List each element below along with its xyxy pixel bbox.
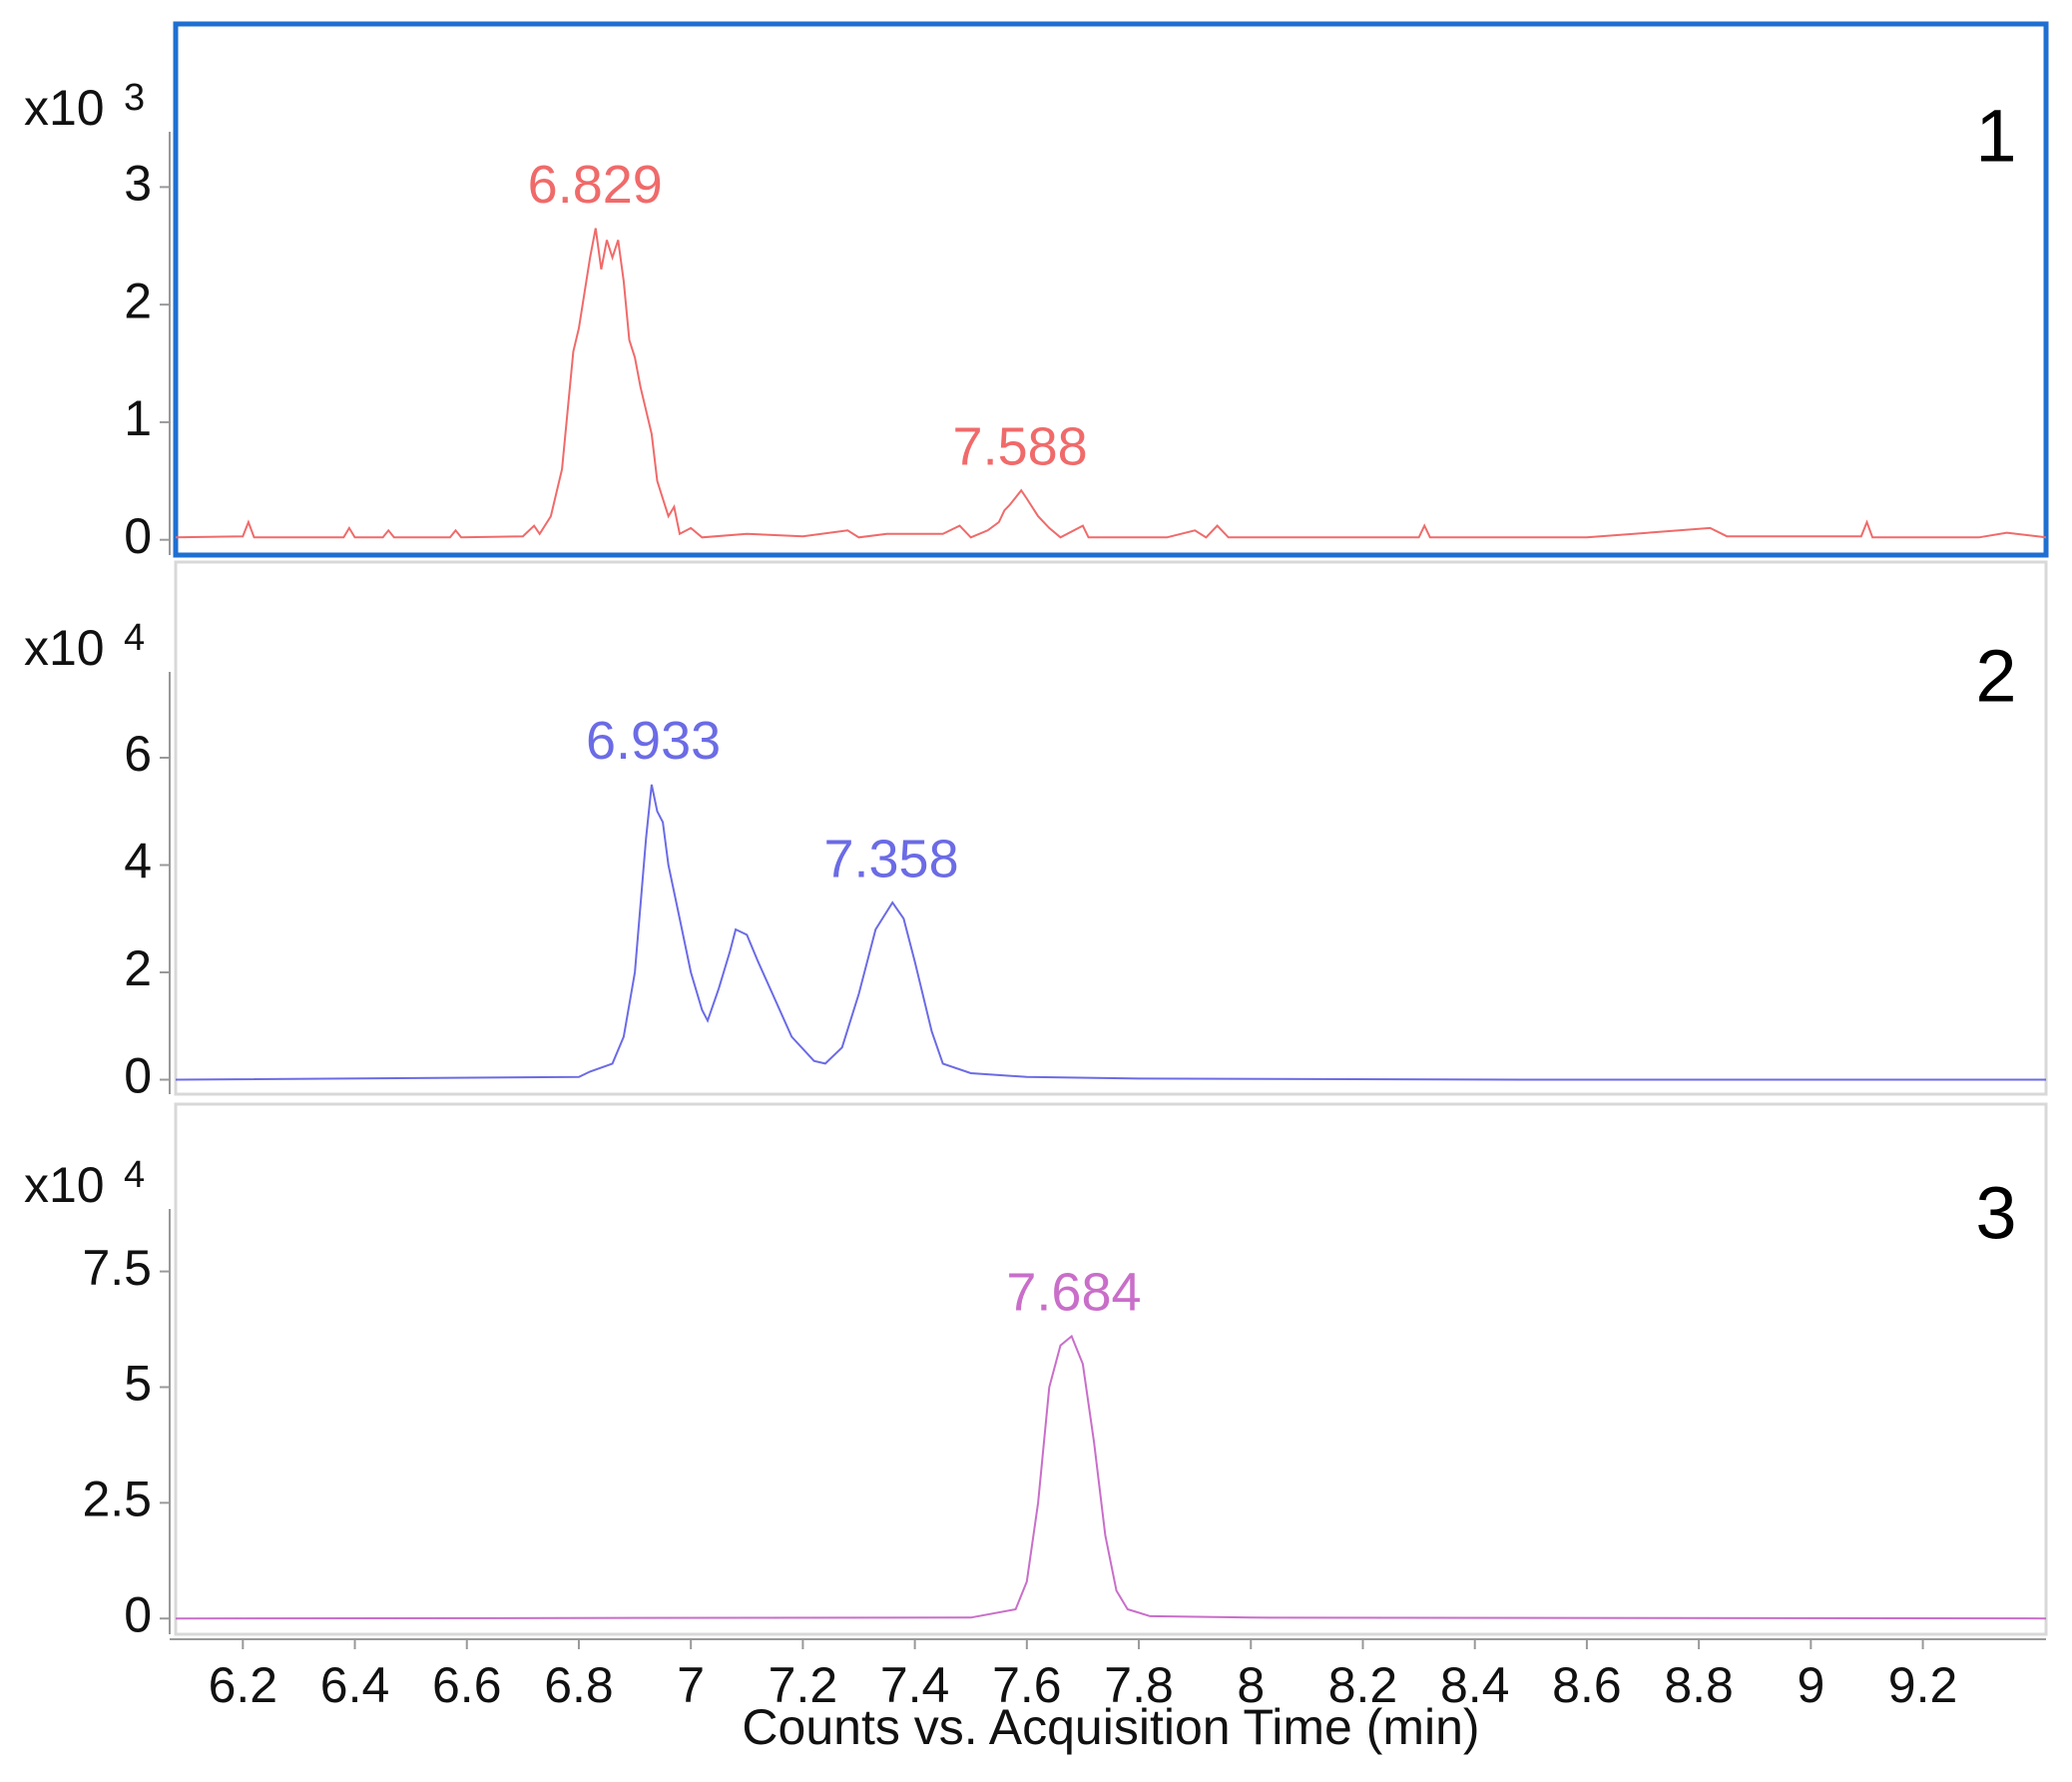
x-tick-label: 8.2 (1328, 1657, 1398, 1713)
y-exponent: 4 (124, 617, 145, 659)
x-tick-label: 8.8 (1664, 1657, 1734, 1713)
y-multiplier: x10 (24, 620, 105, 676)
x-tick-label: 9.2 (1888, 1657, 1958, 1713)
y-multiplier: x10 (24, 1157, 105, 1213)
peak-label: 7.684 (1006, 1263, 1141, 1323)
panel-frame (174, 1102, 2048, 1636)
y-tick-label: 0 (124, 508, 152, 564)
y-tick-label: 1 (124, 390, 152, 446)
x-tick-label: 7.6 (992, 1657, 1062, 1713)
y-tick-label: 3 (124, 156, 152, 212)
y-tick-label: 2 (124, 940, 152, 996)
y-tick-label: 6 (124, 726, 152, 782)
selected-panel-frame (173, 21, 2049, 558)
peak-label: 7.588 (953, 416, 1088, 476)
y-multiplier: x10 (24, 80, 105, 136)
y-tick-label: 0 (124, 1586, 152, 1642)
x-tick-label: 8.6 (1552, 1657, 1622, 1713)
peak-label: 6.933 (586, 711, 721, 771)
panel-number: 1 (1975, 95, 2016, 178)
y-tick-label: 5 (124, 1356, 152, 1412)
x-tick-label: 6.2 (209, 1657, 278, 1713)
panel-number: 2 (1975, 635, 2016, 718)
x-tick-label: 6.6 (432, 1657, 502, 1713)
chromatogram-line (175, 1334, 2047, 1620)
y-exponent: 4 (124, 1154, 145, 1196)
chromatogram-line (175, 228, 2047, 539)
y-tick-label: 0 (124, 1048, 152, 1104)
y-tick-label: 7.5 (82, 1240, 152, 1296)
peak-label: 6.829 (528, 155, 663, 215)
x-tick-label: 6.4 (320, 1657, 390, 1713)
x-tick-label: 8.4 (1440, 1657, 1510, 1713)
y-exponent: 3 (124, 77, 145, 119)
x-tick-label: 9 (1797, 1657, 1824, 1713)
x-axis-title: Counts vs. Acquisition Time (min) (742, 1699, 1479, 1755)
x-tick-label: 7.8 (1104, 1657, 1174, 1713)
panel-frame (174, 560, 2048, 1096)
x-tick-label: 7 (677, 1657, 705, 1713)
y-tick-label: 2.5 (82, 1472, 152, 1527)
x-tick-label: 8 (1237, 1657, 1265, 1713)
x-tick-label: 6.8 (544, 1657, 614, 1713)
x-tick-label: 7.2 (769, 1657, 838, 1713)
y-tick-label: 2 (124, 273, 152, 328)
chromatogram-line (175, 784, 2046, 1081)
peak-label: 7.358 (823, 829, 958, 889)
panel-number: 3 (1975, 1172, 2016, 1255)
x-tick-label: 7.4 (880, 1657, 950, 1713)
y-tick-label: 4 (124, 834, 152, 890)
